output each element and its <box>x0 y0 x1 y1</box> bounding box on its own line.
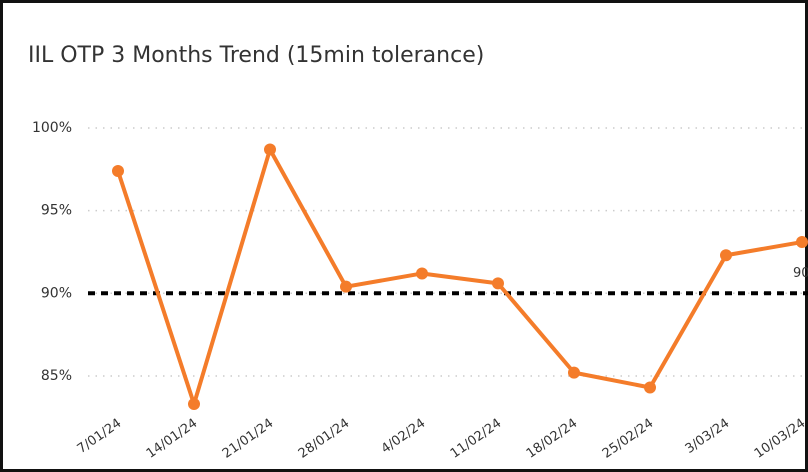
point <box>188 398 200 411</box>
point <box>492 277 504 290</box>
point <box>416 267 428 280</box>
point <box>340 280 352 293</box>
y-tick-label: 100% <box>32 120 72 136</box>
point <box>568 366 580 379</box>
point <box>112 164 124 177</box>
line <box>116 147 803 407</box>
point <box>644 381 656 394</box>
point <box>264 143 276 156</box>
point <box>720 249 732 262</box>
reference-label: 90% <box>793 266 808 281</box>
y-tick-label: 95% <box>41 203 72 219</box>
y-tick-label: 90% <box>41 285 72 301</box>
point <box>796 236 808 249</box>
y-tick-label: 85% <box>41 368 72 384</box>
chart-title: IIL OTP 3 Months Trend (15min tolerance) <box>28 43 484 68</box>
